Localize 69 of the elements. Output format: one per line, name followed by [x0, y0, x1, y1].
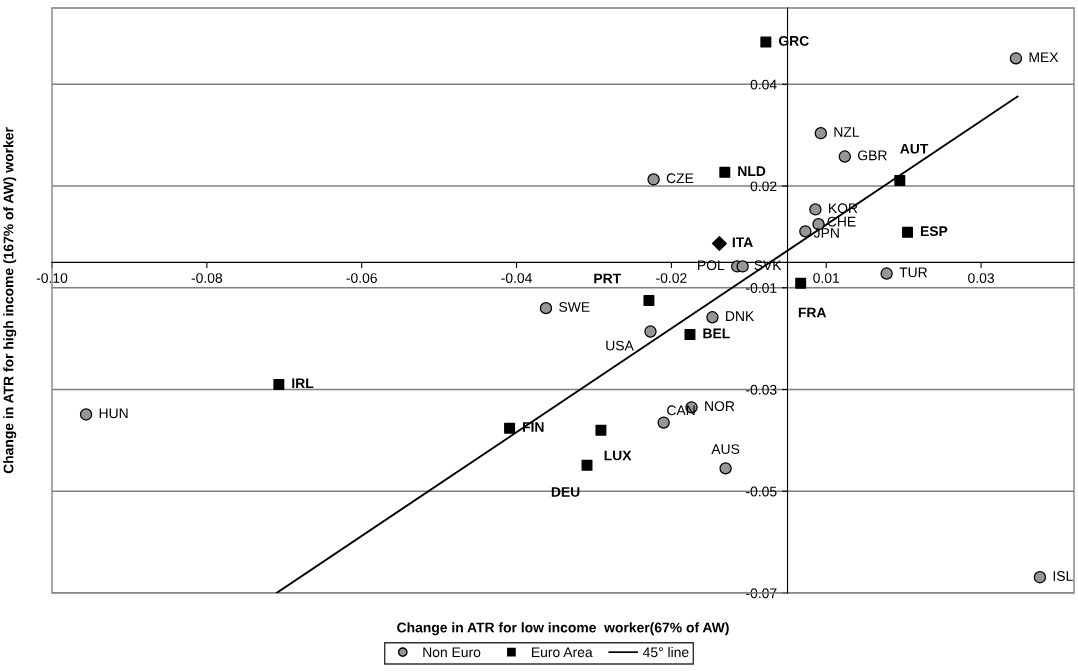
data-label: CZE [666, 173, 694, 184]
point [760, 36, 772, 48]
point [504, 422, 516, 434]
data-label: FRA [798, 307, 827, 318]
data-label: FIN [523, 422, 544, 432]
data-label: PRT [594, 273, 622, 284]
x-tick-label: 0.01 [813, 273, 840, 283]
data-label: USA [606, 340, 634, 351]
point [647, 173, 660, 186]
point [809, 203, 822, 216]
point [799, 225, 812, 238]
legend-label: 45° line [642, 646, 689, 658]
y-tick-label: -0.05 [746, 486, 777, 497]
point [1033, 571, 1047, 584]
point [719, 462, 732, 475]
x-tick-label: -0.02 [656, 273, 687, 283]
point [657, 416, 670, 429]
point [902, 226, 914, 238]
data-label: TUR [899, 267, 928, 278]
point [595, 424, 607, 436]
point [539, 301, 553, 315]
data-label: GBR [858, 150, 887, 161]
x-tick-label: -0.10 [36, 273, 68, 283]
point [643, 295, 655, 306]
point [736, 260, 749, 273]
point [719, 166, 731, 178]
point [1009, 52, 1023, 65]
x-tick-label: 0.03 [968, 273, 994, 283]
data-label: ISL [1053, 571, 1073, 581]
y-tick-label: 0.02 [750, 181, 777, 192]
y-tick-label: -0.01 [746, 283, 777, 293]
point [880, 267, 893, 280]
y-tick-label: -0.07 [746, 588, 777, 599]
point [581, 459, 593, 471]
point [273, 378, 285, 390]
legend-label: Euro Area [532, 647, 593, 658]
point [706, 311, 719, 324]
data-label: IRL [292, 378, 314, 389]
data-label: AUS [711, 444, 740, 455]
point [711, 236, 727, 252]
data-label: ESP [920, 226, 948, 237]
data-label: MEX [1029, 52, 1059, 62]
x-axis-title: Change in ATR for low income worker(67% of AW) [397, 622, 729, 636]
point [795, 277, 807, 289]
x-tick-label: -0.04 [501, 273, 532, 283]
data-label: DEU [551, 487, 580, 497]
data-label: JPN [813, 228, 839, 238]
data-label: LUX [604, 450, 632, 461]
point [814, 126, 828, 140]
point [684, 329, 696, 341]
point [838, 150, 852, 163]
x-tick-label: -0.08 [191, 273, 223, 283]
point [644, 325, 657, 338]
x-tick-label: -0.06 [346, 273, 377, 283]
data-label: SWE [559, 302, 590, 312]
data-label: NZL [834, 127, 860, 137]
point [894, 174, 906, 186]
y-tick-label: -0.03 [746, 384, 777, 395]
y-axis-title: Change in ATR for high income (167% of AW) worker [3, 127, 17, 474]
data-label: NLD [738, 166, 766, 176]
y-tick-label: 0.04 [750, 79, 777, 90]
legend-label: Non Euro [423, 647, 481, 658]
data-label: BEL [703, 328, 730, 339]
data-label: DNK [726, 311, 755, 321]
data-label: NOR [705, 401, 735, 412]
data-label: ITA [732, 237, 753, 248]
point [79, 408, 93, 421]
data-label: HUN [99, 408, 128, 419]
data-label: AUT [900, 143, 929, 154]
